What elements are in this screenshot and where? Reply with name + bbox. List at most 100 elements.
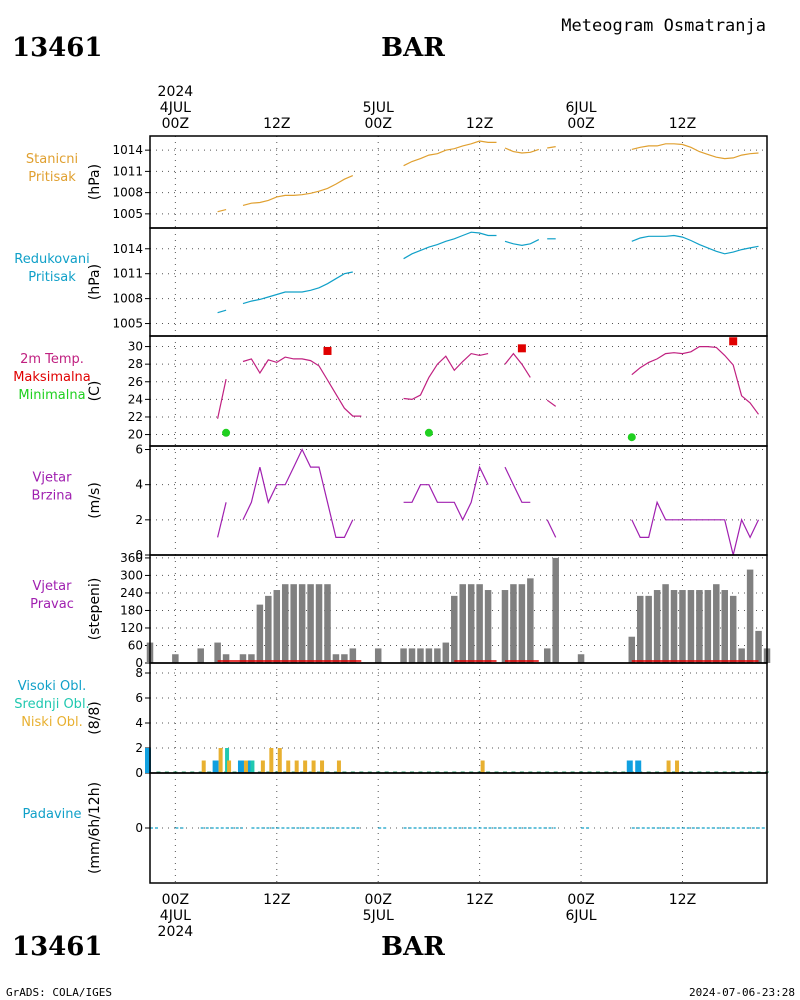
direction-bar bbox=[248, 654, 255, 663]
y-tick-label: 0 bbox=[135, 821, 143, 835]
time-label-bottom: 00Z bbox=[365, 892, 392, 908]
direction-bar bbox=[510, 584, 517, 663]
direction-bar bbox=[729, 595, 737, 663]
y-axis-label: (C) bbox=[87, 381, 103, 402]
direction-bar bbox=[197, 648, 204, 663]
y-tick-label: 0 bbox=[135, 656, 143, 670]
cloud-low-bar bbox=[320, 760, 325, 773]
direction-bar bbox=[273, 590, 281, 663]
series-line bbox=[403, 140, 497, 167]
cloud-low-bar bbox=[218, 748, 223, 773]
panel-label: Niski Obl. bbox=[21, 715, 83, 730]
y-tick-label: 4 bbox=[135, 478, 143, 492]
series-line bbox=[217, 309, 227, 314]
direction-bar bbox=[518, 584, 526, 663]
panel-label: Vjetar bbox=[33, 579, 73, 594]
cloud-high-bar bbox=[246, 760, 253, 773]
direction-bar bbox=[476, 584, 483, 663]
direction-bar bbox=[467, 584, 475, 663]
time-label-top: 5JUL bbox=[363, 100, 394, 116]
y-tick-label: 2 bbox=[135, 741, 143, 755]
direction-bar bbox=[738, 648, 745, 663]
series-line bbox=[631, 234, 759, 255]
direction-bar bbox=[662, 584, 669, 663]
min-temp-marker bbox=[222, 428, 231, 437]
series-line bbox=[504, 147, 539, 154]
time-label-bottom: 2024 bbox=[158, 924, 194, 940]
direction-bar bbox=[645, 595, 652, 663]
direction-bar bbox=[172, 654, 179, 663]
direction-bar bbox=[307, 584, 314, 663]
direction-bar bbox=[214, 642, 221, 663]
cloud-high-bar bbox=[626, 760, 633, 773]
series-line bbox=[504, 352, 531, 378]
panel-label: Stanicni bbox=[26, 152, 78, 167]
panel-label: Brzina bbox=[32, 489, 73, 504]
min-temp-marker bbox=[424, 428, 433, 437]
y-tick-label: 22 bbox=[128, 410, 143, 424]
time-label-bottom: 00Z bbox=[162, 892, 189, 908]
series-line bbox=[242, 271, 353, 305]
direction-bar bbox=[636, 595, 644, 663]
cloud-low-bar bbox=[277, 748, 282, 773]
series-line bbox=[242, 356, 362, 417]
y-tick-label: 360 bbox=[120, 551, 143, 565]
panel-label: Maksimalna bbox=[13, 370, 91, 385]
panel-p2: 1005 1008 1011 1014 (hPa)Redukovani Pritisak bbox=[14, 227, 768, 337]
time-label-bottom: 12Z bbox=[466, 892, 493, 908]
y-axis-label: (stepeni) bbox=[87, 578, 103, 641]
panel-label: Redukovani bbox=[14, 252, 89, 267]
cloud-low-bar bbox=[675, 760, 680, 773]
y-tick-label: 1008 bbox=[112, 292, 143, 306]
panel-frame bbox=[149, 662, 768, 774]
series-line bbox=[217, 209, 227, 213]
cloud-low-bar bbox=[201, 760, 206, 773]
direction-bar bbox=[704, 590, 712, 663]
direction-bar bbox=[442, 642, 450, 663]
y-tick-label: 180 bbox=[120, 603, 143, 617]
direction-bar bbox=[696, 590, 703, 663]
cloud-low-bar bbox=[480, 760, 485, 773]
time-label-top: 6JUL bbox=[566, 100, 597, 116]
time-label-bottom: 00Z bbox=[567, 892, 594, 908]
max-temp-marker bbox=[729, 337, 738, 346]
min-temp-marker bbox=[627, 433, 636, 442]
panel-label: 2m Temp. bbox=[20, 352, 84, 367]
y-tick-label: 30 bbox=[128, 340, 143, 354]
y-tick-label: 0 bbox=[135, 548, 143, 562]
time-label-bottom: 6JUL bbox=[566, 908, 597, 924]
panel-p3: 20 22 24 26 28 30 (C)2m Temp. Maksimalna Minimal… bbox=[13, 335, 768, 447]
panel-frame bbox=[149, 227, 768, 337]
series-line bbox=[631, 346, 759, 415]
y-tick-label: 6 bbox=[135, 691, 143, 705]
y-tick-label: 2 bbox=[135, 513, 143, 527]
y-tick-label: 1005 bbox=[112, 207, 143, 221]
y-tick-label: 1014 bbox=[112, 143, 143, 157]
y-tick-label: 8 bbox=[135, 666, 143, 680]
panel-label: Srednji Obl. bbox=[14, 697, 89, 712]
y-axis-label: (hPa) bbox=[87, 164, 103, 200]
cloud-low-bar bbox=[286, 760, 291, 773]
panel-label: Vjetar bbox=[33, 471, 73, 486]
panel-label: Visoki Obl. bbox=[18, 679, 86, 694]
series-line bbox=[217, 378, 227, 419]
direction-bar bbox=[265, 595, 272, 663]
series-line bbox=[546, 519, 557, 538]
direction-bar bbox=[256, 604, 264, 663]
direction-bar bbox=[298, 584, 306, 663]
series-line bbox=[547, 146, 556, 149]
station-id-bottom: 13461 bbox=[12, 932, 102, 962]
panel-frame bbox=[149, 445, 768, 556]
station-id-top: 13461 bbox=[12, 33, 102, 63]
direction-bar bbox=[670, 590, 678, 663]
panel-p6: 0 2 4 6 8 (8/8)Visoki Obl. Srednji Obl. Niski O… bbox=[14, 662, 769, 780]
panel-label: Pravac bbox=[30, 597, 74, 612]
series-line bbox=[403, 352, 489, 401]
y-tick-label: 24 bbox=[128, 392, 143, 406]
cloud-low-bar bbox=[294, 760, 299, 773]
time-label-top: 12Z bbox=[669, 116, 696, 132]
time-label-top: 00Z bbox=[567, 116, 594, 132]
series-line bbox=[242, 175, 354, 206]
y-tick-label: 20 bbox=[128, 428, 143, 442]
y-tick-label: 1011 bbox=[112, 267, 143, 281]
